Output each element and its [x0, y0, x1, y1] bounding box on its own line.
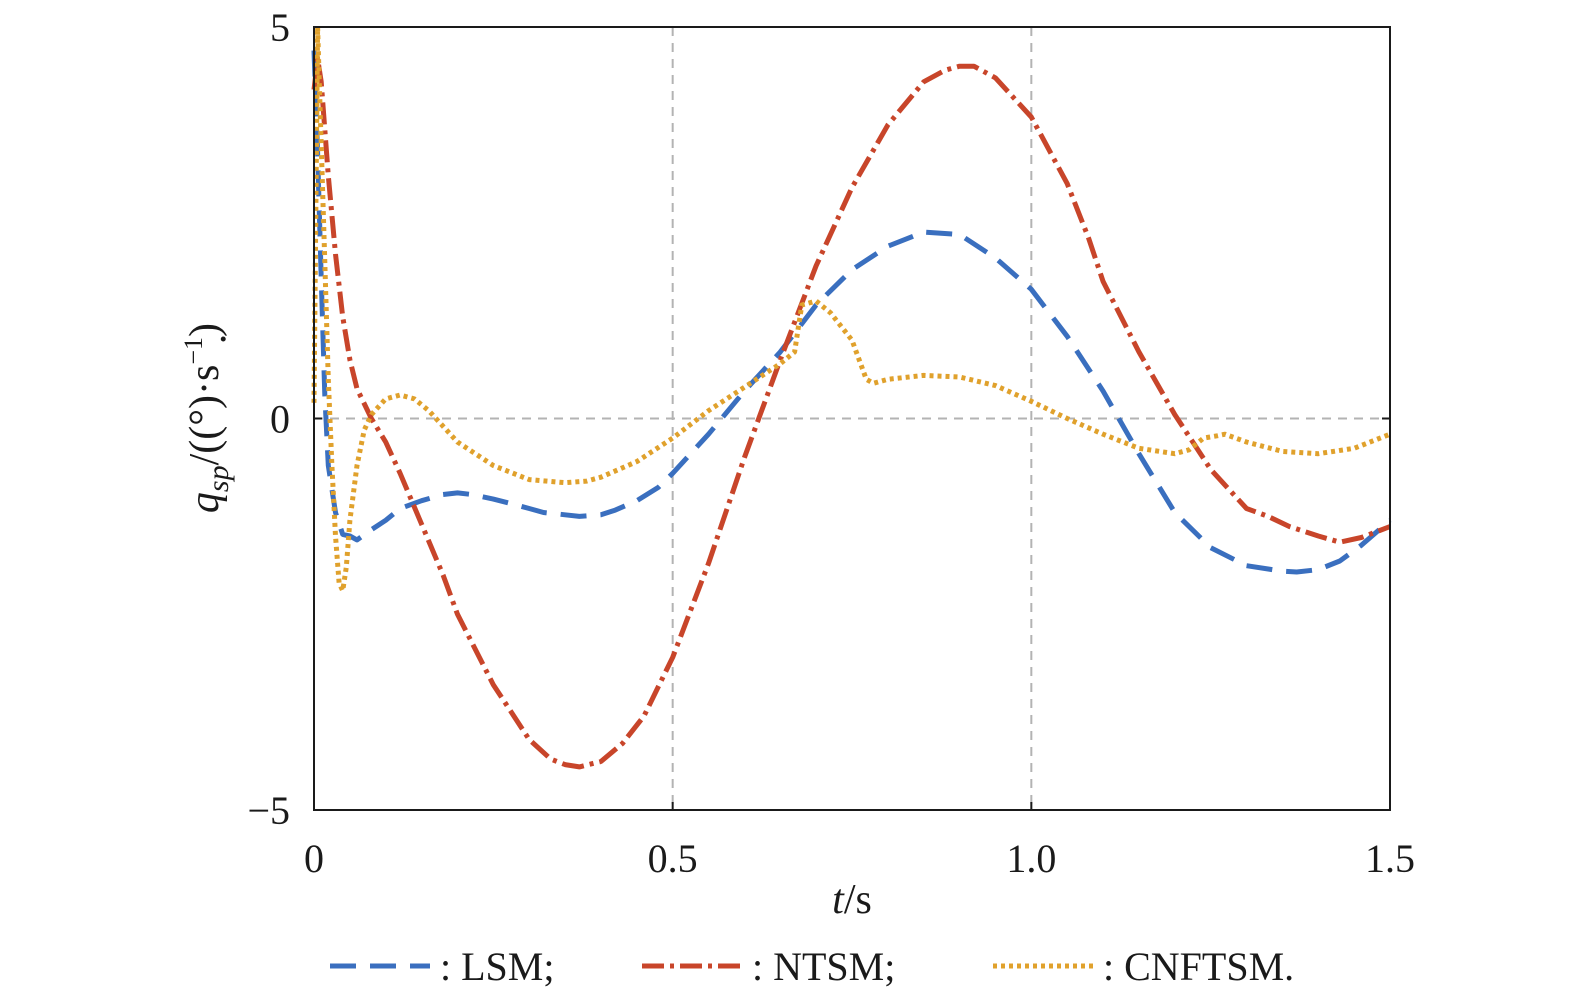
- series-line-0: [311, 50, 1392, 575]
- x-tick-label: 1.5: [1365, 836, 1415, 881]
- x-tick-label: 1.0: [1006, 836, 1056, 881]
- legend-label-0: : LSM;: [440, 944, 554, 989]
- x-axis-label: t/s: [832, 877, 872, 923]
- axis-ticks: 0 0.5 1.0 1.5 −5 0 5: [247, 5, 1415, 881]
- x-axis-label-var: t: [832, 877, 845, 923]
- y-axis-label: qsp/((°)·s−1): [179, 323, 235, 513]
- y-tick-label: 0: [270, 397, 290, 442]
- y-tick-label: 5: [270, 5, 290, 50]
- legend: : LSM; : NTSM; : CNFTSM.: [330, 944, 1294, 989]
- y-axis-label-var: q: [182, 492, 228, 513]
- y-axis-label-sub: sp: [202, 465, 235, 492]
- y-tick-label: −5: [247, 788, 290, 833]
- plot-area: [311, 24, 1392, 770]
- series-line-1: [311, 55, 1391, 770]
- y-axis-label-dot: .: [218, 305, 229, 351]
- x-axis-label-unit: /s: [844, 877, 872, 923]
- x-tick-label: 0: [304, 836, 324, 881]
- x-tick-label: 0.5: [648, 836, 698, 881]
- y-axis-label-exp: −1: [179, 337, 208, 365]
- y-axis-label-unit: /((°)·s: [182, 365, 228, 466]
- y-axis-label-close: ): [182, 323, 228, 337]
- legend-label-2: : CNFTSM.: [1103, 944, 1294, 989]
- grid-lines: [314, 27, 1390, 810]
- legend-label-1: : NTSM;: [752, 944, 895, 989]
- series-line-2: [311, 24, 1391, 594]
- y-axis-label-group: qsp/((°)·s−1): [179, 323, 235, 513]
